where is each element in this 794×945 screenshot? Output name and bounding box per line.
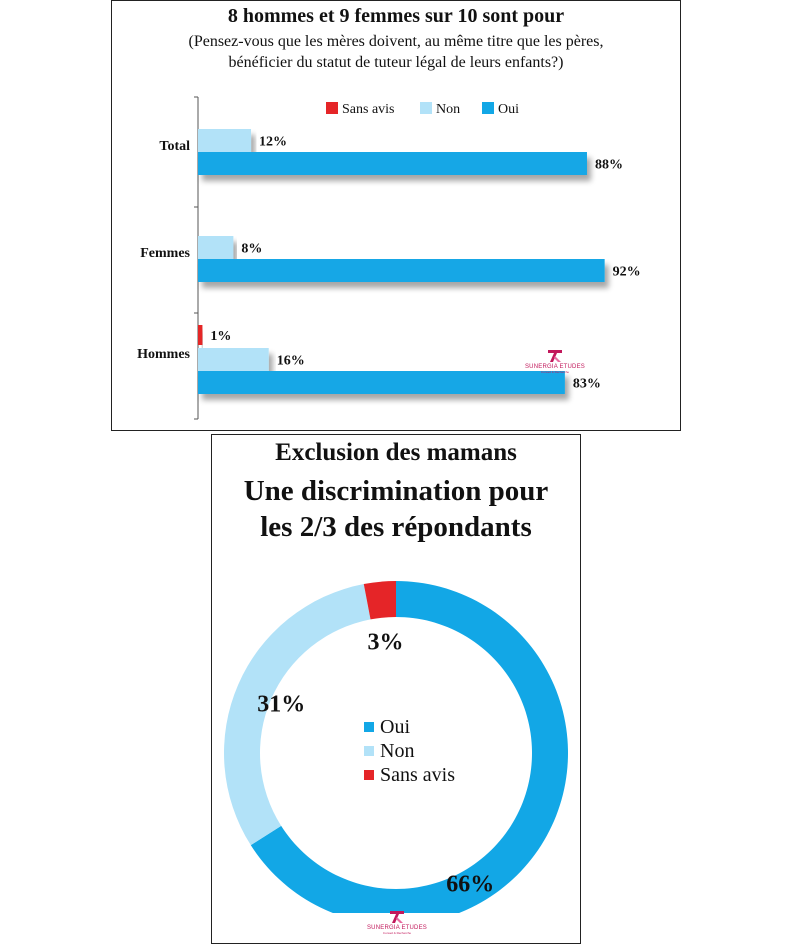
sunergia-logo-bottom: SUNERGIA ETUDES Conseil & Recherche [362,909,432,935]
bar-chart-subtitle-line-1: (Pensez-vous que les mères doivent, au m… [188,33,604,50]
slice-label-oui: 66% [446,871,494,897]
donut-title-line-2: Une discrimination pour [243,475,549,507]
sunergia-logo: SUNERGIA ETUDES Conseil & Recherche [520,348,590,374]
bar-total-oui [198,152,587,175]
category-label-total: Total [159,139,190,154]
bar-chart-title: 8 hommes et 9 femmes sur 10 sont pour [227,5,565,27]
bar-chart-subtitle-line-2: bénéficier du statut de tuteur légal de … [228,54,564,71]
legend-label-non: Non [436,102,460,117]
bar-femmes-oui [198,259,605,282]
logo-name-bottom: SUNERGIA ETUDES [366,925,427,931]
legend-swatch-sans-avis [326,102,338,114]
sunergia-logo-mark [548,350,562,362]
data-label-hommes-sans-avis: 1% [210,329,231,344]
bar-femmes-non [198,236,234,259]
donut-slice-sans-avis [363,581,396,620]
donut-slice-non [224,584,371,846]
donut-legend-swatch-oui [364,722,374,732]
donut-slice-oui [250,581,569,913]
legend-swatch-oui [482,102,494,114]
legend-label-oui: Oui [498,102,519,117]
donut-legend-label-oui: Oui [380,716,410,738]
donut-legend-swatch-sans-avis [364,770,374,780]
data-label-hommes-oui: 83% [573,377,601,392]
donut-legend-label-non: Non [380,740,414,762]
category-label-femmes: Femmes [140,246,190,261]
data-label-femmes-non: 8% [241,242,262,257]
data-label-total-oui: 88% [595,158,623,173]
bar-total-non [198,129,252,152]
sunergia-logo-mark-bottom [390,911,404,923]
data-label-total-non: 12% [259,135,287,150]
bar-chart-panel: 8 hommes et 9 femmes sur 10 sont pour (P… [111,0,681,431]
bar-hommes-non [198,348,269,371]
data-label-femmes-oui: 92% [613,265,641,280]
logo-subtitle: Conseil & Recherche [540,370,570,374]
legend-swatch-non [420,102,432,114]
category-label-hommes: Hommes [137,347,190,362]
donut-title-line-3: les 2/3 des répondants [260,511,532,543]
logo-subtitle-bottom: Conseil & Recherche [382,931,412,935]
donut-legend-swatch-non [364,746,374,756]
slice-label-non: 31% [257,691,305,717]
data-label-hommes-non: 16% [277,354,305,369]
slice-label-sans-avis: 3% [367,629,403,655]
donut-legend-label-sans-avis: Sans avis [380,764,455,786]
bar-chart-plot: Sans avis Non Oui Total Femmes Hommes 12% 88%… [137,96,641,420]
donut-title-line-1: Exclusion des mamans [275,439,517,466]
bar-hommes-oui [198,371,565,394]
logo-name: SUNERGIA ETUDES [524,364,585,370]
donut-chart-panel: Exclusion des mamans Une discrimination … [211,434,581,944]
bar-hommes-sans-avis [198,325,203,345]
legend-label-sans-avis: Sans avis [342,102,395,117]
